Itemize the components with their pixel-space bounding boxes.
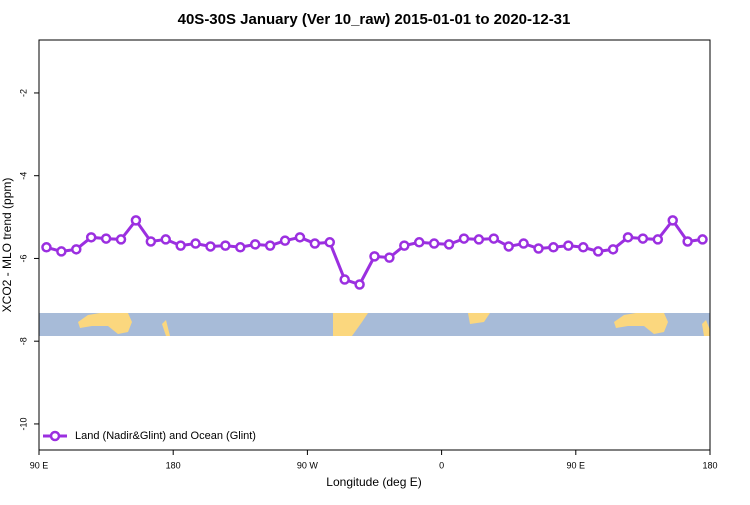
x-tick-label: 90 W: [297, 460, 319, 470]
data-point: [473, 234, 485, 245]
data-point: [607, 244, 619, 255]
x-tick-label: 180: [702, 460, 717, 470]
y-tick-label: -4: [18, 172, 28, 180]
y-tick-label: -2: [18, 89, 28, 97]
data-point: [563, 240, 574, 251]
data-point: [488, 233, 500, 244]
data-point: [652, 234, 664, 245]
data-point: [85, 232, 97, 243]
data-point: [443, 239, 455, 250]
data-point: [369, 251, 380, 262]
data-point: [205, 241, 216, 252]
data-point: [115, 234, 127, 245]
plot-frame: [38, 39, 711, 451]
data-point: [190, 238, 201, 249]
data-point: [160, 234, 171, 245]
data-point: [518, 238, 529, 249]
y-axis-label: XCO2 - MLO trend (ppm): [0, 178, 14, 313]
land: [468, 313, 490, 324]
y-tick-label: -10: [18, 417, 28, 430]
data-point: [175, 240, 186, 251]
data-point: [324, 237, 336, 248]
x-tick-label: 90 E: [30, 460, 49, 470]
legend-marker: [49, 430, 61, 442]
data-point: [592, 246, 604, 257]
chart-title: 40S-30S January (Ver 10_raw) 2015-01-01 …: [178, 11, 571, 28]
y-tick-label: -8: [18, 337, 28, 345]
data-point: [41, 242, 52, 253]
ocean: [39, 313, 710, 336]
data-point: [682, 236, 693, 247]
data-point: [309, 238, 321, 249]
y-tick-label: -6: [18, 254, 28, 262]
data-point: [533, 243, 544, 254]
data-point: [637, 233, 649, 244]
land: [702, 320, 710, 336]
land: [78, 313, 132, 334]
data-point: [428, 238, 440, 249]
data-point: [264, 240, 276, 251]
x-tick-label: 180: [166, 460, 181, 470]
data-point: [71, 244, 82, 255]
data-point: [294, 232, 306, 243]
data-point: [548, 242, 559, 253]
land: [162, 320, 170, 336]
x-axis-label: Longitude (deg E): [326, 475, 421, 489]
data-point: [354, 279, 365, 290]
data-point: [667, 215, 678, 226]
map-strip: [39, 313, 710, 336]
data-point: [399, 240, 410, 251]
x-tick-label: 90 E: [567, 460, 586, 470]
data-point: [130, 215, 142, 226]
data-point: [145, 236, 157, 247]
x-tick-label: 0: [439, 460, 444, 470]
data-point: [220, 240, 231, 251]
data-point: [458, 233, 470, 244]
data-point: [56, 246, 67, 257]
data-point: [235, 242, 246, 253]
data-point: [100, 233, 112, 244]
data-point: [279, 235, 291, 246]
land: [614, 313, 668, 334]
data-point: [249, 239, 261, 250]
data-point: [384, 252, 395, 263]
legend-label: Land (Nadir&Glint) and Ocean (Glint): [75, 430, 256, 442]
data-point: [413, 237, 425, 248]
data-point: [503, 241, 514, 252]
data-point: [578, 242, 589, 253]
data-point: [622, 232, 634, 243]
data-point: [697, 234, 708, 245]
legend-item: Land (Nadir&Glint) and Ocean (Glint): [43, 430, 256, 442]
data-point: [339, 274, 350, 285]
land: [333, 313, 368, 336]
